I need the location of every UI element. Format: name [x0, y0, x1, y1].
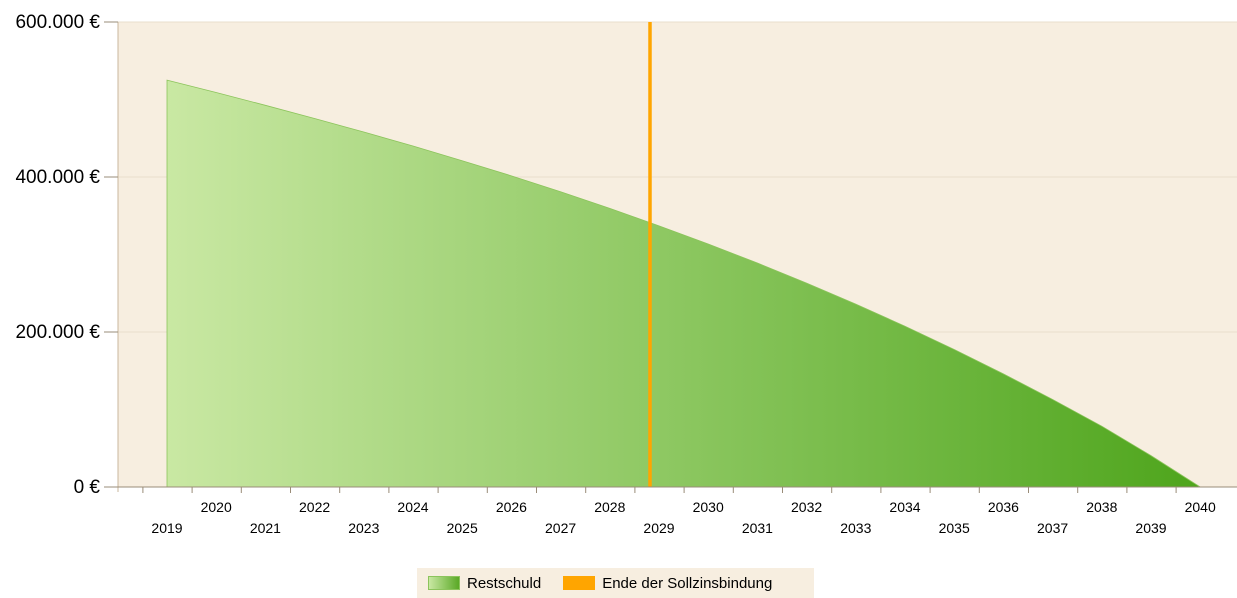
x-tick-label-2040: 2040	[1185, 499, 1216, 515]
x-tick-label-2036: 2036	[988, 499, 1019, 515]
x-axis-ticks: 2019 2020 2021 2022 2023 2024 2025 2026 2027 2028…	[142, 487, 1216, 536]
y-tick-label-3: 600.000 €	[15, 12, 100, 33]
y-tick-label-2: 400.000 €	[15, 167, 100, 188]
x-tick-label-2025: 2025	[447, 520, 478, 536]
x-tick-label-2023: 2023	[348, 520, 379, 536]
y-tick-label-1: 200.000 €	[15, 322, 100, 343]
x-tick-label-2032: 2032	[791, 499, 822, 515]
x-tick-label-2031: 2031	[742, 520, 773, 536]
x-tick-label-2027: 2027	[545, 520, 576, 536]
x-tick-label-2024: 2024	[397, 499, 428, 515]
legend-label-restschuld: Restschuld	[467, 574, 542, 592]
x-tick-label-2033: 2033	[840, 520, 871, 536]
legend-item-sollzinsbindung[interactable]: Ende der Sollzinsbindung	[563, 575, 772, 592]
legend-item-restschuld[interactable]: Restschuld	[428, 575, 541, 592]
y-axis-ticks: 0 € 200.000 € 400.000 € 600.000 €	[15, 12, 118, 498]
legend: Restschuld Ende der Sollzinsbindung	[417, 568, 814, 598]
x-tick-label-2021: 2021	[250, 520, 281, 536]
x-tick-label-2026: 2026	[496, 499, 527, 515]
x-tick-label-2039: 2039	[1135, 520, 1166, 536]
x-tick-label-2034: 2034	[889, 499, 920, 515]
x-tick-label-2020: 2020	[201, 499, 232, 515]
x-tick-label-2038: 2038	[1086, 499, 1117, 515]
sollzinsbindung-swatch	[563, 576, 596, 590]
axes	[117, 22, 1237, 492]
x-tick-label-2029: 2029	[643, 520, 674, 536]
y-tick-label-0: 0 €	[74, 477, 101, 498]
x-tick-label-2037: 2037	[1037, 520, 1068, 536]
legend-label-sollzinsbindung: Ende der Sollzinsbindung	[602, 574, 773, 592]
restschuld-swatch	[428, 576, 460, 590]
x-tick-label-2022: 2022	[299, 499, 330, 515]
x-tick-label-2035: 2035	[939, 520, 970, 536]
restschuld-area	[166, 79, 1202, 488]
x-tick-label-2030: 2030	[693, 499, 724, 515]
restschuld-area-layer	[166, 79, 1202, 488]
x-tick-label-2028: 2028	[594, 499, 625, 515]
x-tick-label-2019: 2019	[151, 520, 182, 536]
